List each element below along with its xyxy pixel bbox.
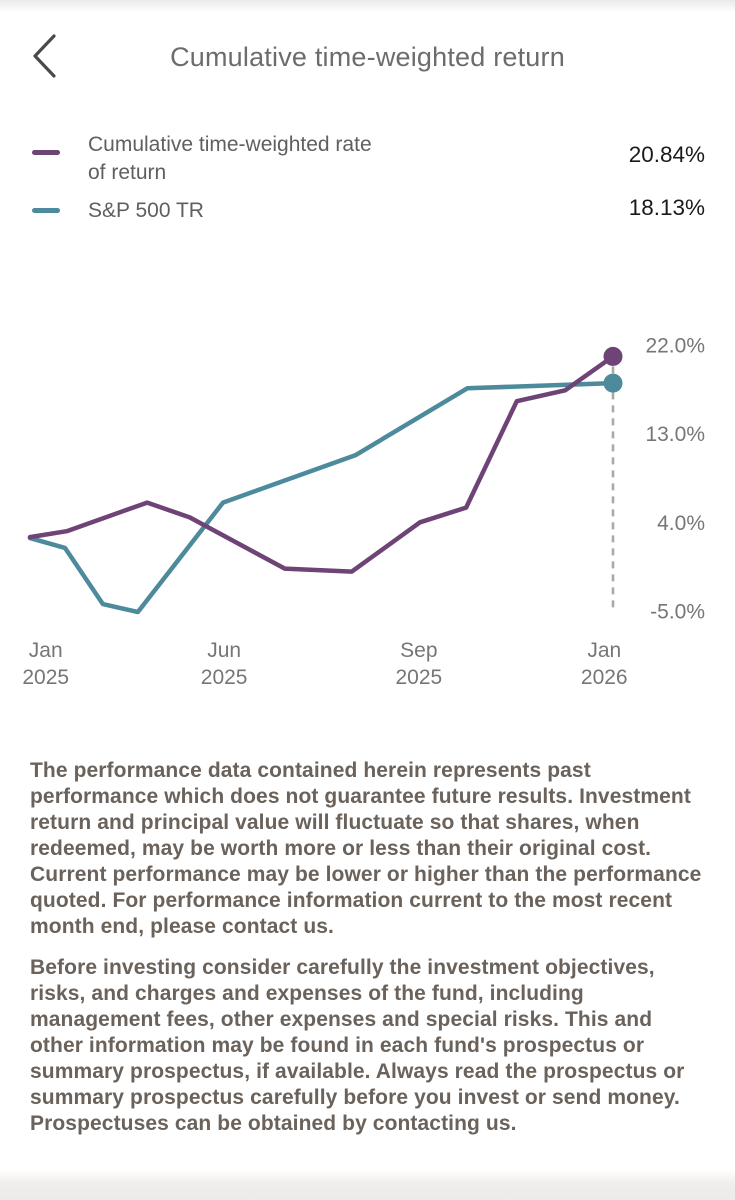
- chevron-left-icon: [33, 34, 56, 78]
- top-edge-fade: [0, 0, 735, 12]
- y-axis-tick-label: 13.0%: [645, 423, 705, 446]
- legend-label-cumulative-twr: Cumulative time-weighted rate of return: [88, 133, 372, 184]
- x-axis-tick-label: Jan 2026: [581, 639, 628, 689]
- series-line-cumulative-twr: [27, 354, 616, 574]
- legend-label-sp500: S&P 500 TR: [88, 199, 204, 222]
- x-axis-tick-label: Jan 2025: [22, 639, 69, 689]
- disclaimer-paragraph-2: Before investing consider carefully the …: [30, 956, 685, 1135]
- y-axis-tick-label: -5.0%: [650, 601, 705, 624]
- end-dot-cumulative-twr: [603, 346, 623, 366]
- x-axis-tick-label: Jun 2025: [201, 639, 248, 689]
- x-axis-tick-label: Sep 2025: [396, 639, 443, 689]
- bottom-edge-fade: [0, 1170, 735, 1200]
- chart-svg: 22.0% 13.0% 4.0% -5.0% Jan 2025 Jun 2025 Sep 2025…: [22, 335, 705, 690]
- series-swatch-sp500: [32, 208, 60, 213]
- disclaimer: The performance data contained herein re…: [30, 758, 706, 1137]
- legend-value-cumulative-twr: 20.84%: [628, 142, 705, 167]
- y-axis-tick-label: 22.0%: [645, 335, 705, 358]
- legend-value-sp500: 18.13%: [628, 195, 705, 220]
- back-button[interactable]: [18, 28, 70, 84]
- disclaimer-paragraph-1: The performance data contained herein re…: [30, 759, 702, 938]
- series-line-sp500: [27, 380, 616, 615]
- end-dot-sp500: [603, 373, 623, 393]
- y-axis-tick-label: 4.0%: [657, 512, 705, 535]
- page-title: Cumulative time-weighted return: [170, 42, 565, 72]
- series-swatch-cumulative-twr: [32, 150, 60, 155]
- performance-line-chart: 22.0% 13.0% 4.0% -5.0% Jan 2025 Jun 2025 Sep 2025…: [0, 330, 735, 710]
